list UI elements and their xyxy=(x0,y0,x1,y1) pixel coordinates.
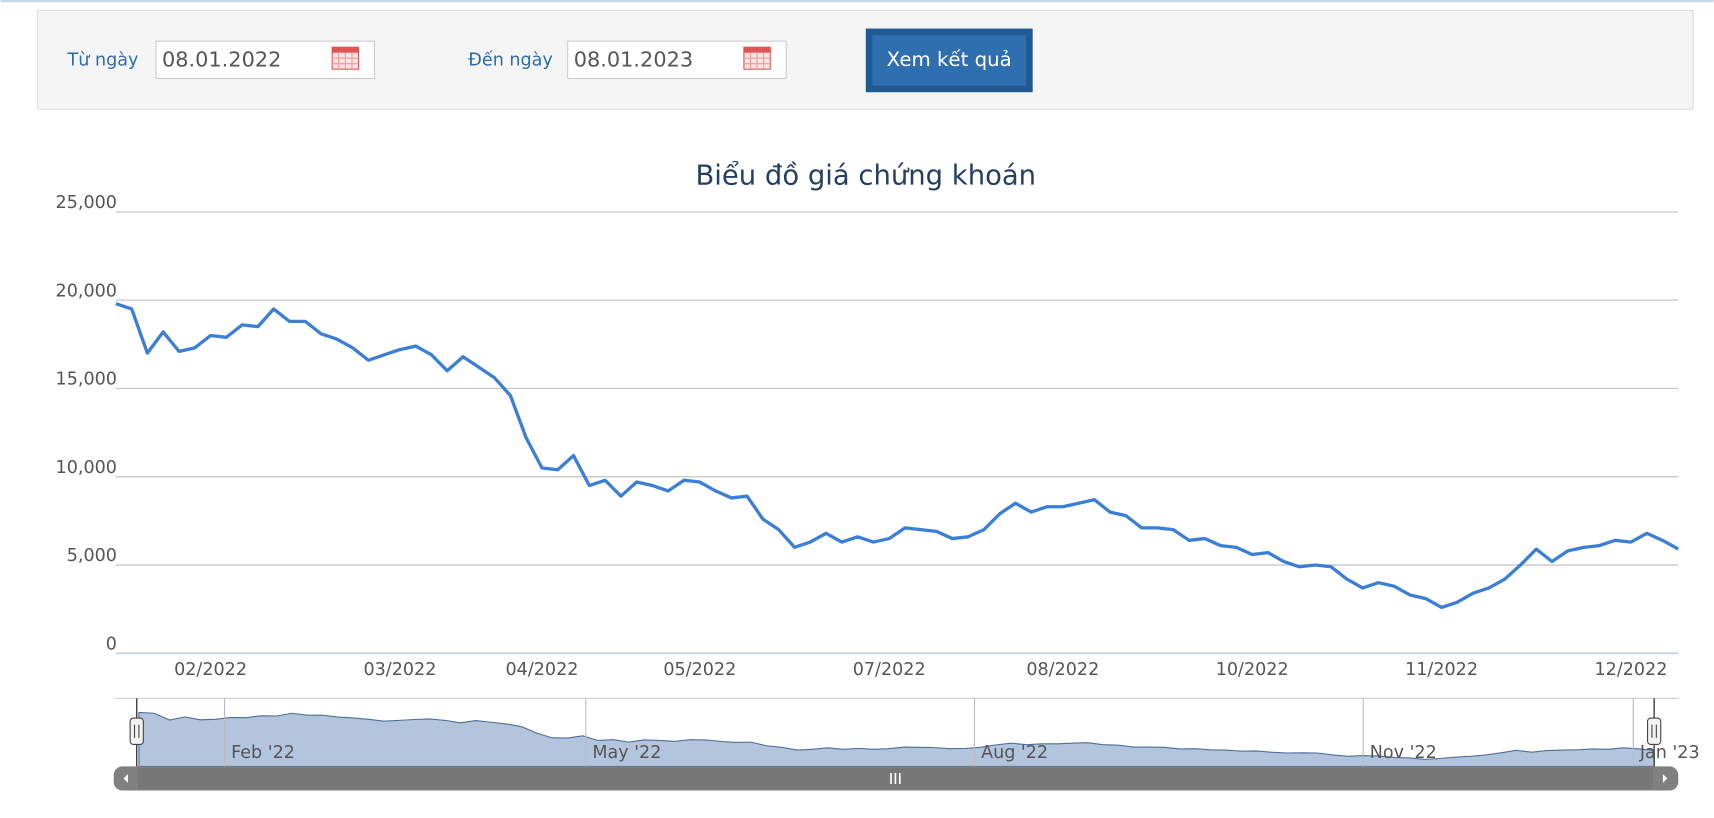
y-tick-label: 0 xyxy=(106,635,117,655)
scrollbar-grip xyxy=(890,772,901,784)
navigator-handle-right[interactable] xyxy=(1647,717,1662,745)
navigator-area xyxy=(138,711,1655,767)
price-line xyxy=(115,302,1680,610)
x-tick-label: 12/2022 xyxy=(1594,660,1667,680)
handle-grip xyxy=(1651,724,1657,738)
chart-title: Biểu đồ giá chứng khoán xyxy=(695,160,1036,191)
navigator-handle-left[interactable] xyxy=(129,717,144,745)
from-label: Từ ngày xyxy=(67,50,139,70)
submit-button-face xyxy=(872,35,1027,86)
calendar-icon[interactable] xyxy=(331,46,360,70)
scroll-right[interactable] xyxy=(1662,774,1668,783)
to-value: 08.01.2023 xyxy=(574,47,693,71)
y-tick-label: 5,000 xyxy=(67,546,117,566)
y-tick-label: 25,000 xyxy=(56,193,117,213)
x-tick-label: 11/2022 xyxy=(1405,660,1478,680)
y-tick-label: 10,000 xyxy=(56,458,117,478)
y-tick-label: 20,000 xyxy=(56,281,117,301)
calendar-icon[interactable] xyxy=(743,46,771,70)
x-tick-label: 08/2022 xyxy=(1026,660,1099,680)
navigator-label: Nov '22 xyxy=(1370,743,1437,763)
scroll-left[interactable] xyxy=(123,774,128,783)
x-tick-label: 04/2022 xyxy=(506,660,579,680)
x-tick-label: 05/2022 xyxy=(663,660,736,680)
x-tick-label: 03/2022 xyxy=(363,660,436,680)
top-border xyxy=(0,0,1714,3)
to-label: Đến ngày xyxy=(468,49,553,70)
handle-grip xyxy=(133,724,140,738)
from-value: 08.01.2022 xyxy=(162,47,281,71)
submit-label: Xem kết quả xyxy=(887,48,1012,71)
navigator-label: Aug '22 xyxy=(981,743,1048,763)
x-tick-label: 07/2022 xyxy=(853,660,926,680)
x-tick-label: 02/2022 xyxy=(174,660,247,680)
x-tick-label: 10/2022 xyxy=(1216,660,1289,680)
navigator-label: May '22 xyxy=(592,743,661,763)
navigator-label: Jan '23 xyxy=(1639,743,1700,763)
navigator-label: Feb '22 xyxy=(231,743,295,763)
y-tick-label: 15,000 xyxy=(56,370,117,390)
